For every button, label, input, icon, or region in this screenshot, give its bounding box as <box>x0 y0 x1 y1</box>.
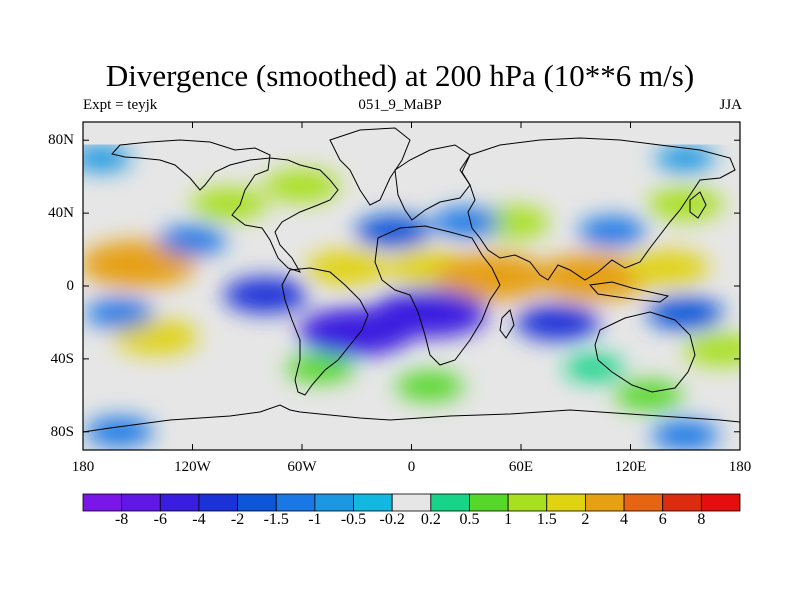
colorbar-box-2 <box>159 493 200 512</box>
colorbar-label-6: -0.5 <box>340 511 367 528</box>
colorbar-label-10: 1 <box>504 511 513 528</box>
colorbar-label-2: -4 <box>192 511 206 528</box>
field-cell-15 <box>515 304 600 341</box>
south-america-coast <box>281 267 369 396</box>
madagascar-coast <box>499 309 515 339</box>
lon-label-1: 120W <box>174 459 211 475</box>
field-cell-7 <box>625 249 709 286</box>
colorbar-box-6 <box>314 493 354 512</box>
asia-coast <box>461 137 736 281</box>
europe-coast <box>394 144 471 221</box>
colorbar-label-4: -1.5 <box>263 511 289 528</box>
colorbar-label-14: 6 <box>658 511 667 528</box>
colorbar-box-9 <box>430 493 470 512</box>
field-cell-11 <box>683 333 740 367</box>
colorbar-box-4 <box>237 493 277 512</box>
lat-label-0: 80N <box>48 132 74 149</box>
colorbar-box-16 <box>700 493 741 512</box>
colorbar-label-8: 0.2 <box>420 511 441 528</box>
colorbar-box-1 <box>121 493 161 512</box>
field-cell-24 <box>395 371 464 402</box>
field-cell-5 <box>435 252 552 301</box>
north-america-coast <box>111 139 339 273</box>
field-cell-10 <box>114 319 198 356</box>
colorbar-box-5 <box>275 493 316 512</box>
lon-label-5: 120E <box>614 459 647 475</box>
australia-coast <box>594 311 696 393</box>
colorbar-box-3 <box>198 493 238 512</box>
field-cell-27 <box>564 354 624 382</box>
colorbar-label-1: -6 <box>153 511 167 528</box>
colorbar-label-9: 0.5 <box>459 511 480 528</box>
colorbar-label-12: 2 <box>581 511 590 528</box>
experiment-label: Expt = teyjk <box>83 97 158 113</box>
colorbar-box-7 <box>353 493 393 512</box>
colorbar-box-15 <box>662 493 702 512</box>
period-label: 051_9_MaBP <box>358 97 442 113</box>
colorbar-label-0: -8 <box>114 511 129 528</box>
japan-coast <box>689 191 707 219</box>
field-cell-6 <box>536 252 652 301</box>
antarctica-coast <box>83 404 740 433</box>
field-cell-19 <box>578 216 647 247</box>
field-cell-0 <box>83 240 196 289</box>
field-cell-26 <box>286 353 355 383</box>
season-label: JJA <box>719 97 742 113</box>
field-cell-13 <box>371 289 488 338</box>
colorbar-box-11 <box>507 493 548 512</box>
field-cell-9 <box>647 187 724 221</box>
colorbar-box-8 <box>391 493 432 512</box>
lon-label-0: 180 <box>71 459 95 475</box>
field-cell-28 <box>85 416 154 447</box>
greenland-coast <box>329 127 411 206</box>
colorbar-label-7: -0.2 <box>379 511 405 528</box>
colorbar-box-12 <box>546 493 586 512</box>
colorbar-label-11: 1.5 <box>536 511 557 528</box>
field-cell-29 <box>651 420 720 450</box>
field-cell-2 <box>191 187 267 221</box>
field-cell-1 <box>264 169 340 203</box>
indonesia-coast <box>589 281 670 303</box>
field-cell-22 <box>83 144 132 172</box>
field-cell-20 <box>85 298 154 329</box>
africa-coast <box>374 225 501 366</box>
field-cell-14 <box>223 277 308 314</box>
colorbar <box>82 493 741 512</box>
colorbar-label-3: -2 <box>230 511 245 528</box>
lat-label-4: 80S <box>50 423 74 440</box>
colorbar-box-13 <box>585 493 625 512</box>
field-cell-25 <box>614 380 683 411</box>
lat-label-2: 0 <box>66 278 75 294</box>
colorbar-box-14 <box>623 493 664 512</box>
field-cell-3 <box>305 249 390 286</box>
lat-label-3: 40S <box>50 350 74 367</box>
colorbar-label-15: 8 <box>697 511 706 528</box>
field-cell-23 <box>655 144 716 172</box>
field-cell-17 <box>432 207 501 238</box>
lon-label-3: 0 <box>407 459 416 475</box>
lon-label-2: 60W <box>287 459 317 475</box>
field-cell-21 <box>647 296 724 330</box>
lat-label-1: 40N <box>48 205 74 222</box>
lon-label-4: 60E <box>508 459 534 475</box>
colorbar-label-5: -1 <box>308 511 322 528</box>
colorbar-label-13: 4 <box>620 511 629 528</box>
colorbar-box-0 <box>82 493 123 512</box>
lon-label-6: 180 <box>728 459 752 475</box>
axis-ticks <box>82 122 741 450</box>
field-cell-18 <box>158 225 227 256</box>
page-title: Divergence (smoothed) at 200 hPa (10**6 … <box>105 58 695 93</box>
coastlines <box>83 127 740 433</box>
colorbar-box-10 <box>469 493 509 512</box>
